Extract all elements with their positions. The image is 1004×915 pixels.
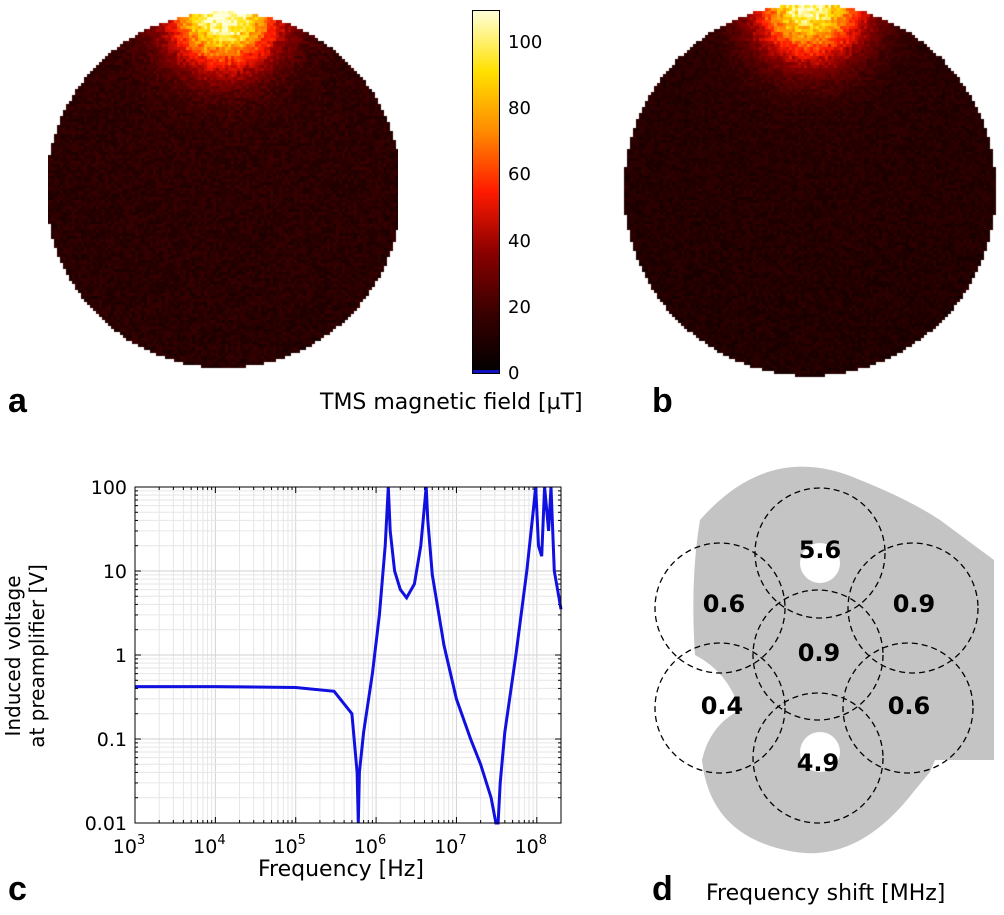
coil-value: 0.9 xyxy=(798,639,841,667)
colorbar-zero-line xyxy=(473,370,499,373)
heatmap-a xyxy=(48,2,398,382)
coil-value: 4.9 xyxy=(797,749,840,777)
coil-value: 0.6 xyxy=(888,692,931,720)
y-axis-label: Induced voltage at preamplifier [V] xyxy=(1,564,49,748)
y-axis-label-line-1: Induced voltage xyxy=(1,575,25,736)
colorbar-tick-label: 80 xyxy=(508,98,531,120)
coil-circle xyxy=(752,589,884,721)
y-tick-label: 10 xyxy=(103,561,127,583)
panel-label-d: d xyxy=(652,870,673,908)
coil-circle xyxy=(654,542,786,674)
x-tick-label: 108 xyxy=(515,833,547,858)
panel-label-b: b xyxy=(652,382,673,420)
x-tick-label: 106 xyxy=(354,833,386,858)
coil-circle xyxy=(842,642,974,774)
chart-tick-labels: 103 104 105 106 107 108 100 10 1 0.1 0.01 xyxy=(85,477,547,858)
colorbar-tick-label: 40 xyxy=(508,230,531,252)
y-tick-label: 0.1 xyxy=(97,729,127,751)
colorbar-tick-label: 60 xyxy=(508,164,531,186)
phantom-hole-top xyxy=(800,543,840,583)
x-tick-label: 105 xyxy=(273,833,305,858)
panel-label-c: c xyxy=(8,870,27,908)
voltage-chart: Induced voltage at preamplifier [V] 103 1… xyxy=(1,477,563,858)
y-tick-label: 100 xyxy=(91,477,127,499)
colorbar xyxy=(472,10,500,374)
coil-value: 0.4 xyxy=(701,692,744,720)
phantom-hole-bottom xyxy=(800,732,840,772)
panel-label-a: a xyxy=(8,382,27,420)
coil-value: 0.6 xyxy=(703,590,746,618)
coil-value: 5.6 xyxy=(799,536,842,564)
heatmap-b xyxy=(612,2,1002,382)
coil-array-diagram: 5.6 0.6 0.9 0.9 0.4 0.6 4.9 xyxy=(654,466,994,854)
colorbar-tick-label: 100 xyxy=(508,32,543,54)
colorbar-tick-label: 0 xyxy=(508,363,520,384)
y-tick-label: 0.01 xyxy=(85,813,127,835)
chart-grid xyxy=(134,486,562,824)
x-tick-label: 104 xyxy=(193,833,225,858)
x-tick-label: 107 xyxy=(434,833,466,858)
colorbar-gradient xyxy=(473,11,499,373)
coil-circle xyxy=(654,642,786,774)
colorbar-tick-label: 20 xyxy=(508,296,531,318)
plot-frame xyxy=(134,486,562,824)
coil-circle xyxy=(847,542,979,674)
x-tick-label: 103 xyxy=(113,833,145,858)
coil-circle xyxy=(752,692,884,824)
y-axis-label-line-2: at preamplifier [V] xyxy=(25,564,49,748)
x-axis-label: Frequency [Hz] xyxy=(258,857,424,882)
y-tick-label: 1 xyxy=(115,645,127,667)
diagram-caption: Frequency shift [MHz] xyxy=(706,881,946,906)
phantom-shape xyxy=(693,466,994,854)
colorbar-caption: TMS magnetic field [µT] xyxy=(320,390,583,415)
coil-value: 0.9 xyxy=(893,590,936,618)
